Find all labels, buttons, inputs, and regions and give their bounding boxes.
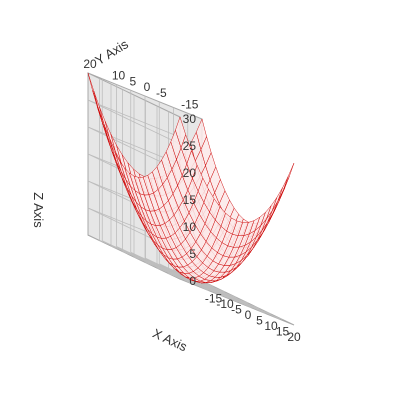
surface-cell — [283, 162, 295, 190]
z-tick-label: 0 — [189, 274, 196, 288]
surface-mesh — [87, 72, 295, 284]
back-gridline — [87, 99, 181, 145]
z-tick-label: 30 — [183, 112, 197, 126]
y-tick-label: -15 — [181, 97, 199, 111]
x-tick-label: -5 — [231, 303, 242, 317]
z-tick-label: 5 — [189, 247, 196, 261]
z-tick-label: 10 — [183, 220, 197, 234]
x-tick-label: 10 — [264, 319, 278, 333]
y-tick-label: -5 — [156, 86, 167, 100]
y-tick-label: 20 — [83, 57, 97, 71]
x-tick-label: 20 — [287, 330, 301, 344]
surface-cell — [277, 175, 289, 202]
surface-cell — [272, 187, 283, 211]
y-axis-title: Y Axis — [92, 36, 131, 68]
x-tick-label: 15 — [276, 325, 290, 339]
y-tick-label: 5 — [129, 74, 136, 88]
z-tick-label: 15 — [183, 193, 197, 207]
y-tick-label: 0 — [144, 80, 151, 94]
z-axis-title: Z Axis — [31, 192, 46, 228]
floor-gridline — [102, 240, 195, 286]
z-tick-label: 20 — [183, 166, 197, 180]
x-axis-title: X Axis — [150, 325, 190, 354]
y-tick-label: 10 — [112, 69, 126, 83]
x-tick-label: 5 — [256, 314, 263, 328]
z-tick-label: 25 — [183, 139, 197, 153]
x-tick-label: -15 — [205, 292, 223, 306]
x-tick-label: 0 — [245, 308, 252, 322]
x-tick-label: -10 — [216, 297, 234, 311]
